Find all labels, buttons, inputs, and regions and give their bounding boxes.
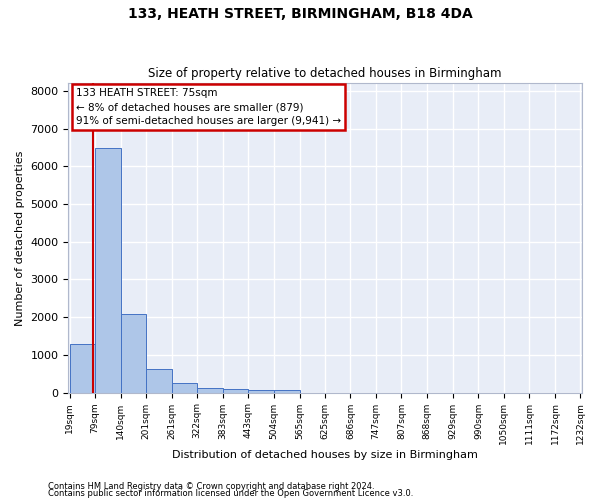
Bar: [146, 369, 172, 392]
Text: Contains public sector information licensed under the Open Government Licence v3: Contains public sector information licen…: [48, 490, 413, 498]
Bar: [248, 390, 274, 392]
Bar: [95, 148, 121, 392]
Text: 133, HEATH STREET, BIRMINGHAM, B18 4DA: 133, HEATH STREET, BIRMINGHAM, B18 4DA: [128, 8, 472, 22]
X-axis label: Distribution of detached houses by size in Birmingham: Distribution of detached houses by size …: [172, 450, 478, 460]
Bar: [172, 383, 197, 392]
Bar: [223, 389, 248, 392]
Bar: [121, 314, 146, 392]
Y-axis label: Number of detached properties: Number of detached properties: [15, 150, 25, 326]
Text: 133 HEATH STREET: 75sqm
← 8% of detached houses are smaller (879)
91% of semi-de: 133 HEATH STREET: 75sqm ← 8% of detached…: [76, 88, 341, 126]
Text: Contains HM Land Registry data © Crown copyright and database right 2024.: Contains HM Land Registry data © Crown c…: [48, 482, 374, 491]
Bar: [197, 388, 223, 392]
Bar: [274, 390, 299, 392]
Title: Size of property relative to detached houses in Birmingham: Size of property relative to detached ho…: [148, 66, 502, 80]
Bar: [70, 344, 95, 392]
